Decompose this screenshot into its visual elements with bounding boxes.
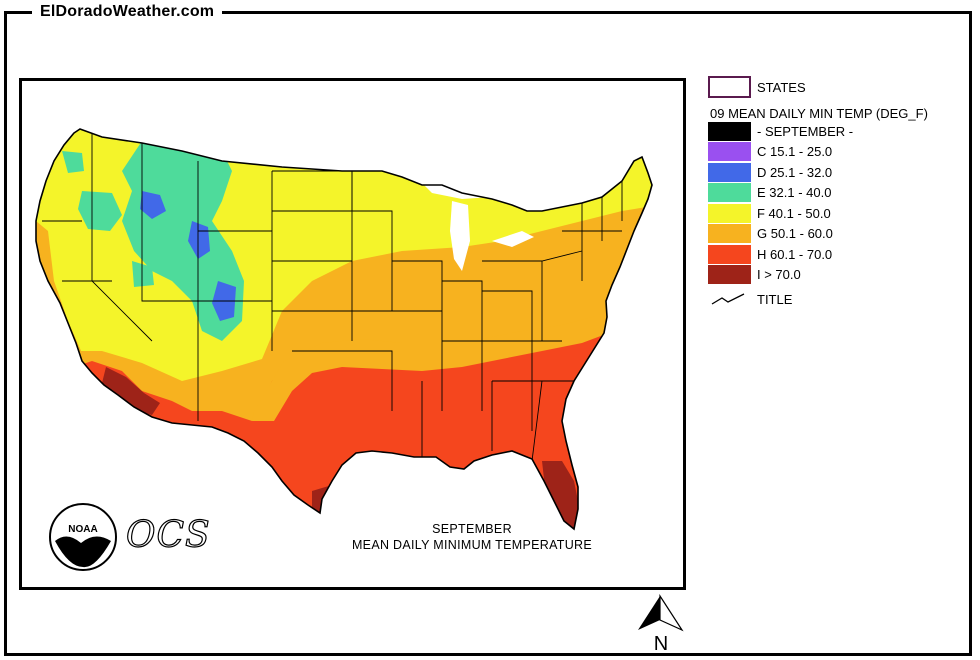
states-label: STATES <box>757 79 806 95</box>
legend-swatch <box>708 203 751 223</box>
legend-swatch <box>708 142 751 161</box>
legend-class-row: D 25.1 - 32.0 <box>708 162 833 182</box>
legend-swatch <box>708 265 751 284</box>
title-label: TITLE <box>757 291 793 307</box>
caption-line-1: SEPTEMBER <box>432 522 512 536</box>
legend-class-row: C 15.1 - 25.0 <box>708 142 833 161</box>
legend-layer-title: 09 MEAN DAILY MIN TEMP (DEG_F) <box>710 104 928 122</box>
legend-swatch <box>708 224 751 243</box>
north-label: N <box>654 633 668 655</box>
legend-swatch <box>708 121 751 141</box>
legend-class-label: - SEPTEMBER - <box>757 123 854 139</box>
legend-class-row: G 50.1 - 60.0 <box>708 224 833 243</box>
states-swatch <box>708 76 751 98</box>
legend-swatch <box>708 244 751 264</box>
us-temperature-map <box>35 128 653 530</box>
legend-title-row: TITLE <box>708 290 792 308</box>
legend-class-label: F 40.1 - 50.0 <box>757 205 831 221</box>
caption-line-2: MEAN DAILY MINIMUM TEMPERATURE <box>351 538 593 552</box>
legend-class-row: H 60.1 - 70.0 <box>708 244 833 264</box>
legend-class-row: - SEPTEMBER - <box>708 121 854 141</box>
map-caption: SEPTEMBER MEAN DAILY MINIMUM TEMPERATURE <box>340 521 604 553</box>
outer-frame <box>4 11 972 656</box>
legend-class-label: I > 70.0 <box>757 267 801 282</box>
legend-class-label: D 25.1 - 32.0 <box>757 164 833 180</box>
legend-swatch <box>708 162 751 182</box>
legend-class-label: G 50.1 - 60.0 <box>757 226 833 241</box>
layer-title-text: 09 MEAN DAILY MIN TEMP (DEG_F) <box>710 105 928 121</box>
noaa-logo: NOAA <box>49 503 117 571</box>
legend-class-label: H 60.1 - 70.0 <box>757 246 833 262</box>
title-line-icon <box>711 293 745 305</box>
legend-class-label: C 15.1 - 25.0 <box>757 144 833 159</box>
legend-swatch <box>708 183 751 202</box>
legend-class-row: F 40.1 - 50.0 <box>708 203 831 223</box>
site-title: ElDoradoWeather.com <box>32 3 223 21</box>
legend-class-row: I > 70.0 <box>708 265 801 284</box>
legend-class-row: E 32.1 - 40.0 <box>708 183 832 202</box>
noaa-logo-text: NOAA <box>68 524 97 535</box>
map-frame: NOAA OCS SEPTEMBER MEAN DAILY MINIMUM TE… <box>19 78 686 590</box>
legend-class-label: E 32.1 - 40.0 <box>757 185 832 200</box>
legend-states-row: STATES <box>708 76 806 98</box>
ocs-text: OCS <box>125 514 211 556</box>
north-arrow-icon: N <box>638 594 684 655</box>
